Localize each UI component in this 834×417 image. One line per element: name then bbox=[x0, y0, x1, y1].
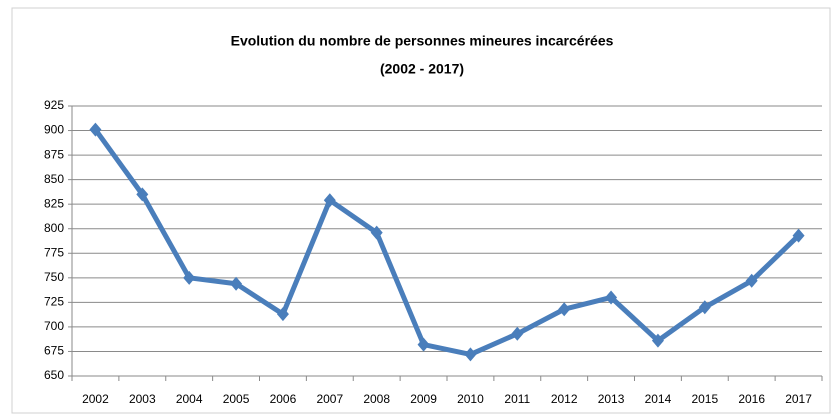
y-tick-label: 650 bbox=[44, 368, 64, 382]
y-tick-label: 925 bbox=[44, 98, 64, 112]
marker bbox=[792, 228, 805, 243]
x-tick-label: 2008 bbox=[363, 392, 390, 406]
x-tick-label: 2006 bbox=[270, 392, 297, 406]
x-tick-label: 2015 bbox=[691, 392, 718, 406]
marker bbox=[276, 307, 289, 322]
x-tick-label: 2007 bbox=[316, 392, 343, 406]
marker bbox=[323, 193, 336, 208]
x-tick-label: 2017 bbox=[785, 392, 812, 406]
marker bbox=[698, 300, 711, 315]
y-tick-label: 825 bbox=[44, 196, 64, 210]
marker bbox=[464, 347, 477, 362]
y-tick-label: 750 bbox=[44, 270, 64, 284]
x-tick-label: 2016 bbox=[738, 392, 765, 406]
x-tick-label: 2012 bbox=[551, 392, 578, 406]
y-tick-label: 875 bbox=[44, 147, 64, 161]
y-tick-label: 850 bbox=[44, 172, 64, 186]
marker bbox=[417, 337, 430, 352]
y-tick-label: 775 bbox=[44, 245, 64, 259]
chart-title: Evolution du nombre de personnes mineure… bbox=[231, 33, 614, 49]
y-tick-label: 675 bbox=[44, 344, 64, 358]
y-tick-label: 900 bbox=[44, 123, 64, 137]
marker bbox=[511, 326, 524, 341]
y-tick-label: 800 bbox=[44, 221, 64, 235]
line bbox=[93, 128, 801, 357]
x-tick-label: 2009 bbox=[410, 392, 437, 406]
x-tick-label: 2005 bbox=[223, 392, 250, 406]
marker bbox=[89, 122, 102, 137]
marker bbox=[230, 276, 243, 291]
marker bbox=[605, 290, 618, 305]
marker bbox=[558, 302, 571, 317]
x-tick-label: 2003 bbox=[129, 392, 156, 406]
x-tick-label: 2011 bbox=[504, 392, 530, 406]
x-tick-label: 2004 bbox=[176, 392, 203, 406]
x-tick-label: 2010 bbox=[457, 392, 484, 406]
marker bbox=[370, 225, 383, 240]
x-tick-label: 2002 bbox=[82, 392, 109, 406]
y-tick-label: 725 bbox=[44, 295, 64, 309]
marker bbox=[745, 273, 758, 288]
x-tick-label: 2013 bbox=[598, 392, 625, 406]
marker bbox=[183, 270, 196, 285]
y-tick-label: 700 bbox=[44, 319, 64, 333]
marker bbox=[136, 187, 149, 202]
marker bbox=[651, 333, 664, 348]
x-tick-label: 2014 bbox=[645, 392, 672, 406]
chart-subtitle: (2002 - 2017) bbox=[380, 61, 464, 77]
